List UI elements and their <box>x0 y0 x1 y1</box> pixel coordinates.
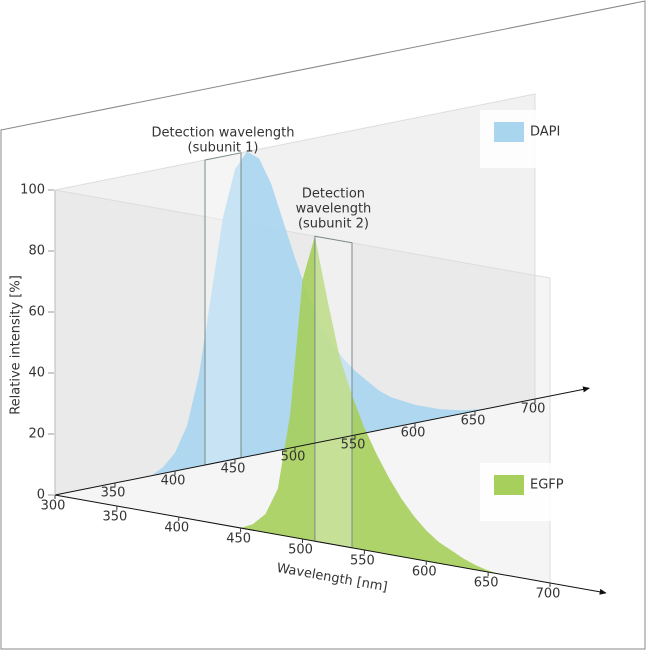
legend-label: EGFP <box>530 478 564 493</box>
x-tick-label: 600 <box>401 426 426 441</box>
detection-band <box>314 235 353 549</box>
x-tick-label: 450 <box>226 532 251 547</box>
y-axis-label: Relative intensity [%] <box>9 275 24 415</box>
annotation: wavelength <box>296 202 372 217</box>
y-tick-label: 40 <box>28 366 45 381</box>
legend-swatch <box>494 475 524 495</box>
y-tick-label: 80 <box>28 244 45 259</box>
x-tick-label: 500 <box>288 543 313 558</box>
annotation: (subunit 2) <box>298 217 369 232</box>
front-x-axis <box>54 494 607 595</box>
x-tick-label: 350 <box>102 510 127 525</box>
x-tick-label: 700 <box>521 402 546 417</box>
legend-label: DAPI <box>530 125 560 140</box>
back-x-axis <box>54 386 590 496</box>
x-tick-label: 600 <box>412 565 437 580</box>
x-tick-label: 450 <box>221 462 246 477</box>
x-tick-label: 650 <box>461 414 486 429</box>
x-tick-label: 550 <box>341 438 366 453</box>
x-tick-label: 400 <box>161 474 186 489</box>
x-tick-label: 300 <box>41 499 66 514</box>
annotation: Detection wavelength <box>151 126 294 141</box>
area <box>154 236 501 575</box>
legend-swatch <box>494 122 524 142</box>
y-tick-label: 0 <box>37 488 45 503</box>
area <box>151 151 487 476</box>
x-tick-label: 550 <box>350 554 375 569</box>
detection-band <box>204 152 242 466</box>
x-tick-label: 650 <box>474 576 499 591</box>
annotation: (subunit 1) <box>188 141 259 156</box>
x-tick-label: 400 <box>164 521 189 536</box>
y-tick-label: 100 <box>20 183 45 198</box>
x-tick-label: 500 <box>281 450 306 465</box>
y-tick-label: 60 <box>28 305 45 320</box>
y-tick-label: 20 <box>28 427 45 442</box>
x-tick-label: 700 <box>536 587 561 602</box>
x-tick-label: 350 <box>101 486 126 501</box>
annotation: Detection <box>302 187 365 202</box>
